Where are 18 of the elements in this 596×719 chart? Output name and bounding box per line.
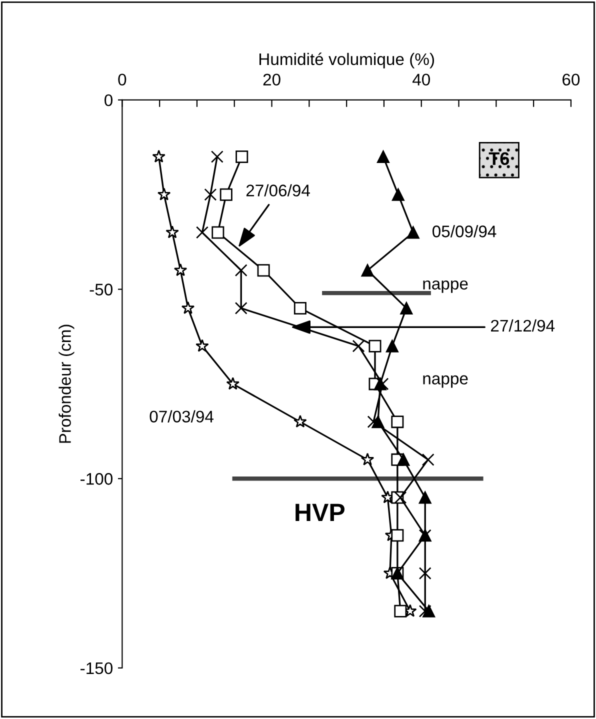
annotation: T6 <box>488 152 510 165</box>
annotation: 07/03/94 <box>150 410 214 422</box>
annotation: 05/09/94 <box>432 225 496 238</box>
annotation: 27/12/94 <box>491 319 555 332</box>
x-tick-label: 20 <box>263 74 280 86</box>
annotation: HVP <box>296 504 344 522</box>
annotation: 27/06/94 <box>246 184 310 196</box>
annotation: nappe <box>423 375 468 388</box>
x-tick-label: 60 <box>562 74 580 86</box>
y-tick-label: -50 <box>90 284 113 296</box>
x-tick-label: 0 <box>118 74 126 86</box>
y-tick-label: -150 <box>80 662 113 674</box>
y-tick-label: -100 <box>80 473 113 485</box>
x-tick-label: 40 <box>412 74 430 86</box>
annotation: nappe <box>423 280 468 293</box>
x-axis-title: Humidité volumique (%) <box>259 52 434 68</box>
y-tick-label: 0 <box>104 94 112 106</box>
y-axis-title: Profondeur (cm) <box>58 324 74 443</box>
